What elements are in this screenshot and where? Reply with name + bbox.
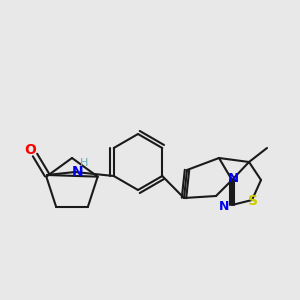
Text: S: S (248, 194, 258, 208)
Text: N: N (227, 172, 239, 185)
Text: H: H (80, 158, 88, 168)
Text: N: N (219, 200, 229, 212)
Text: O: O (24, 143, 36, 157)
Text: N: N (72, 165, 84, 179)
